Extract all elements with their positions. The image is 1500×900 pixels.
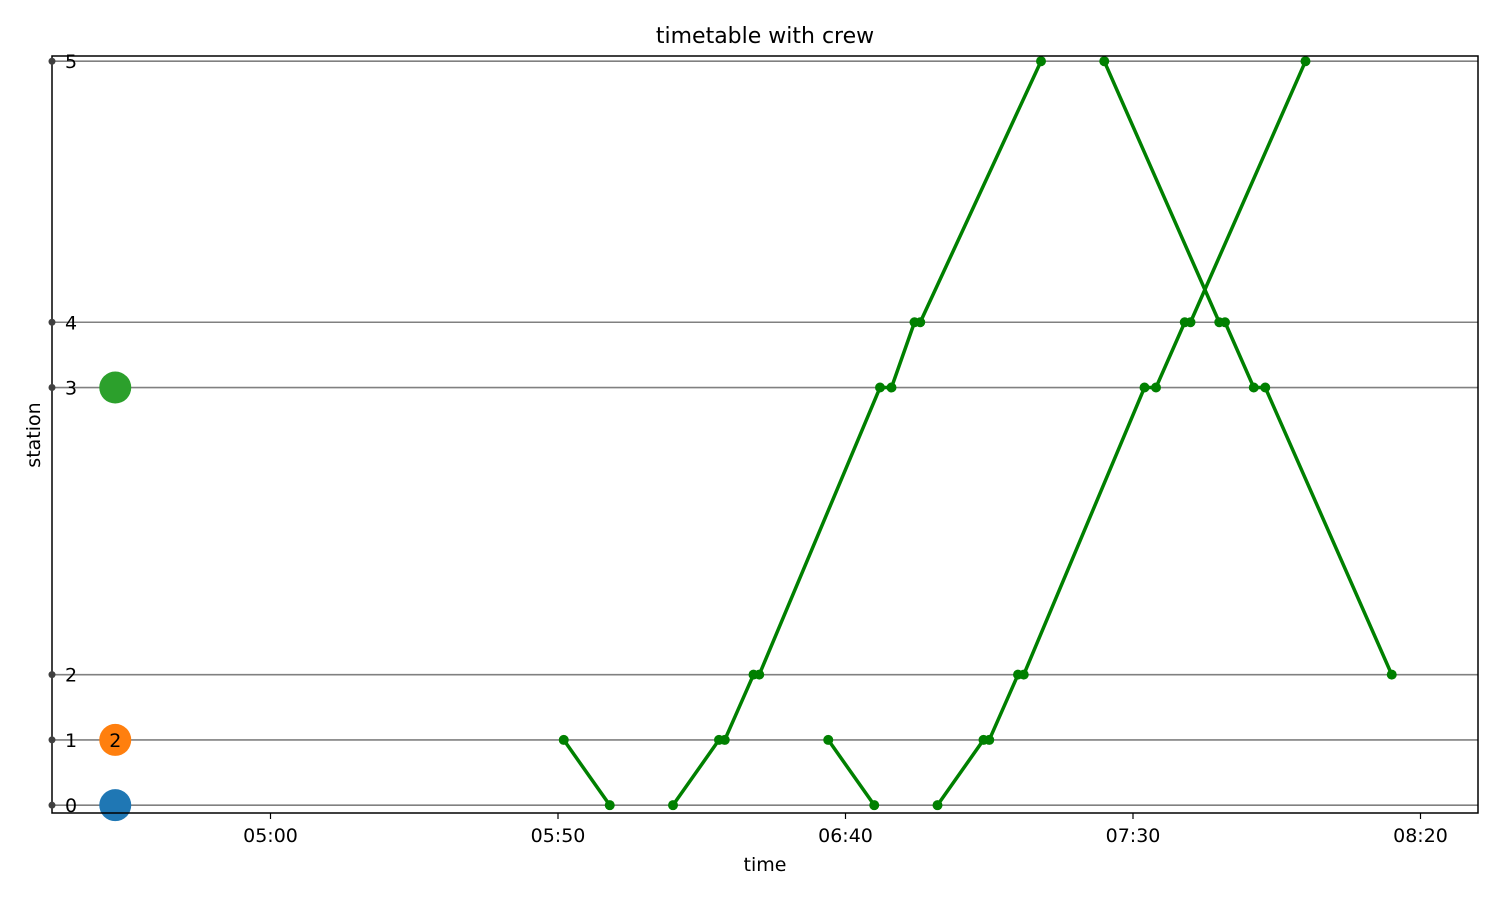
chart-title: timetable with crew — [656, 24, 874, 49]
train-stop-point — [932, 800, 943, 811]
train-stop-point — [1139, 382, 1150, 393]
axis-layer: 0 1 2 3 4 5 05:00 05:50 06:40 07:30 08:20 — [48, 51, 1448, 847]
y-tick-label: 4 — [65, 312, 77, 334]
train-stop-point — [754, 669, 765, 680]
train-stop-point — [984, 734, 995, 745]
station-tick-dot — [48, 318, 56, 326]
y-tick-label: 2 — [65, 665, 77, 687]
y-tick-label: 0 — [65, 795, 77, 817]
x-tick-label: 05:00 — [243, 825, 298, 847]
train-stop-point — [1386, 669, 1397, 680]
x-tick-label: 06:40 — [818, 825, 873, 847]
y-tick-label: 1 — [65, 730, 77, 752]
crew-count-label: 2 — [109, 730, 121, 752]
x-tick-label: 08:20 — [1393, 825, 1448, 847]
series-layer — [558, 56, 1397, 811]
train-stop-point — [1185, 317, 1196, 328]
x-axis-label: time — [744, 854, 787, 876]
train-stop-point — [668, 800, 678, 811]
train-stop-point — [1018, 669, 1029, 680]
x-tick-label: 07:30 — [1106, 825, 1161, 847]
y-tick-label: 3 — [65, 378, 77, 400]
train-stop-point — [1099, 56, 1110, 67]
train-stop-point — [1036, 56, 1046, 67]
train-stop-point — [1300, 56, 1311, 67]
train-stop-point — [558, 734, 569, 745]
train-stop-point — [869, 800, 880, 811]
train-stop-point — [886, 382, 897, 393]
train-stop-point — [1248, 382, 1259, 393]
station-tick-dot — [48, 671, 56, 679]
train-path — [826, 738, 876, 807]
train-path — [936, 60, 1308, 807]
train-stop-point — [915, 317, 926, 328]
train-stop-point — [1220, 317, 1230, 328]
y-axis-label: station — [23, 402, 45, 467]
x-tick-label: 05:50 — [531, 825, 586, 847]
train-stop-point — [1151, 382, 1161, 393]
train-path — [671, 60, 1043, 807]
grid-layer — [52, 60, 1478, 806]
crew-marker — [99, 371, 132, 404]
marker-layer: 2 — [99, 371, 132, 822]
station-tick-dot — [48, 801, 56, 809]
station-tick-dot — [48, 57, 56, 65]
train-stop-point — [1260, 382, 1271, 393]
train-path — [1102, 60, 1394, 676]
crew-marker — [99, 723, 132, 756]
plot-frame — [51, 55, 1479, 814]
train-stop-point — [719, 734, 730, 745]
train-stop-point — [604, 800, 615, 811]
train-stop-point — [875, 382, 885, 393]
y-tick-label: 5 — [65, 51, 77, 73]
station-tick-dot — [48, 384, 56, 392]
crew-marker — [99, 789, 132, 822]
station-tick-dot — [48, 736, 56, 744]
train-stop-point — [823, 734, 834, 745]
train-path — [562, 738, 612, 807]
